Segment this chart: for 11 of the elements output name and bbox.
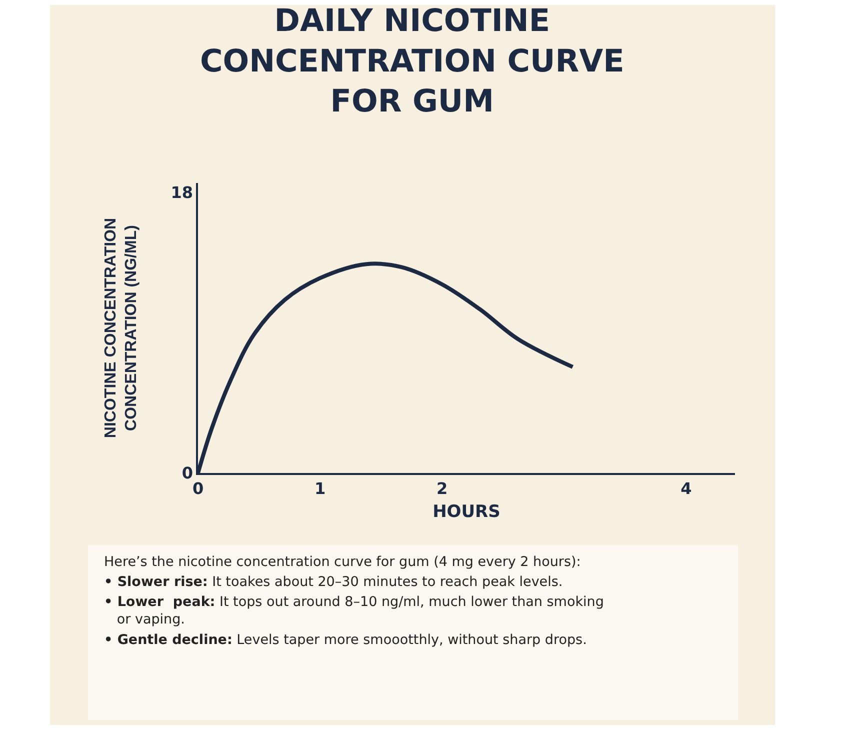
y-axis-title: NICOTINE CONCENTRATION CONCENTRATION (NG/ML)	[102, 218, 140, 438]
text: Here’s the nicotine concentration curve for gum (4 mg every 2 hours):	[104, 554, 581, 570]
text: • Lower peak: It tops out around 8–10 ng/ml, much lower than smoking or vaping.	[104, 594, 604, 628]
text: • Gentle decline: Levels taper more smoootthly, without sharp drops.	[104, 632, 587, 648]
x-tick-label: 1	[314, 478, 326, 498]
x-tick-label: 2	[436, 478, 448, 498]
text: • Slower rise: It toakes about 20–30 minutes to reach peak levels.	[104, 574, 563, 590]
x-tick-label: 4	[680, 478, 692, 498]
x-axis-title: HOURS	[432, 502, 500, 522]
chart-title: DAILY NICOTINE CONCENTRATION CURVE FOR GUM	[200, 3, 624, 120]
y-tick-label: 18	[170, 182, 194, 202]
